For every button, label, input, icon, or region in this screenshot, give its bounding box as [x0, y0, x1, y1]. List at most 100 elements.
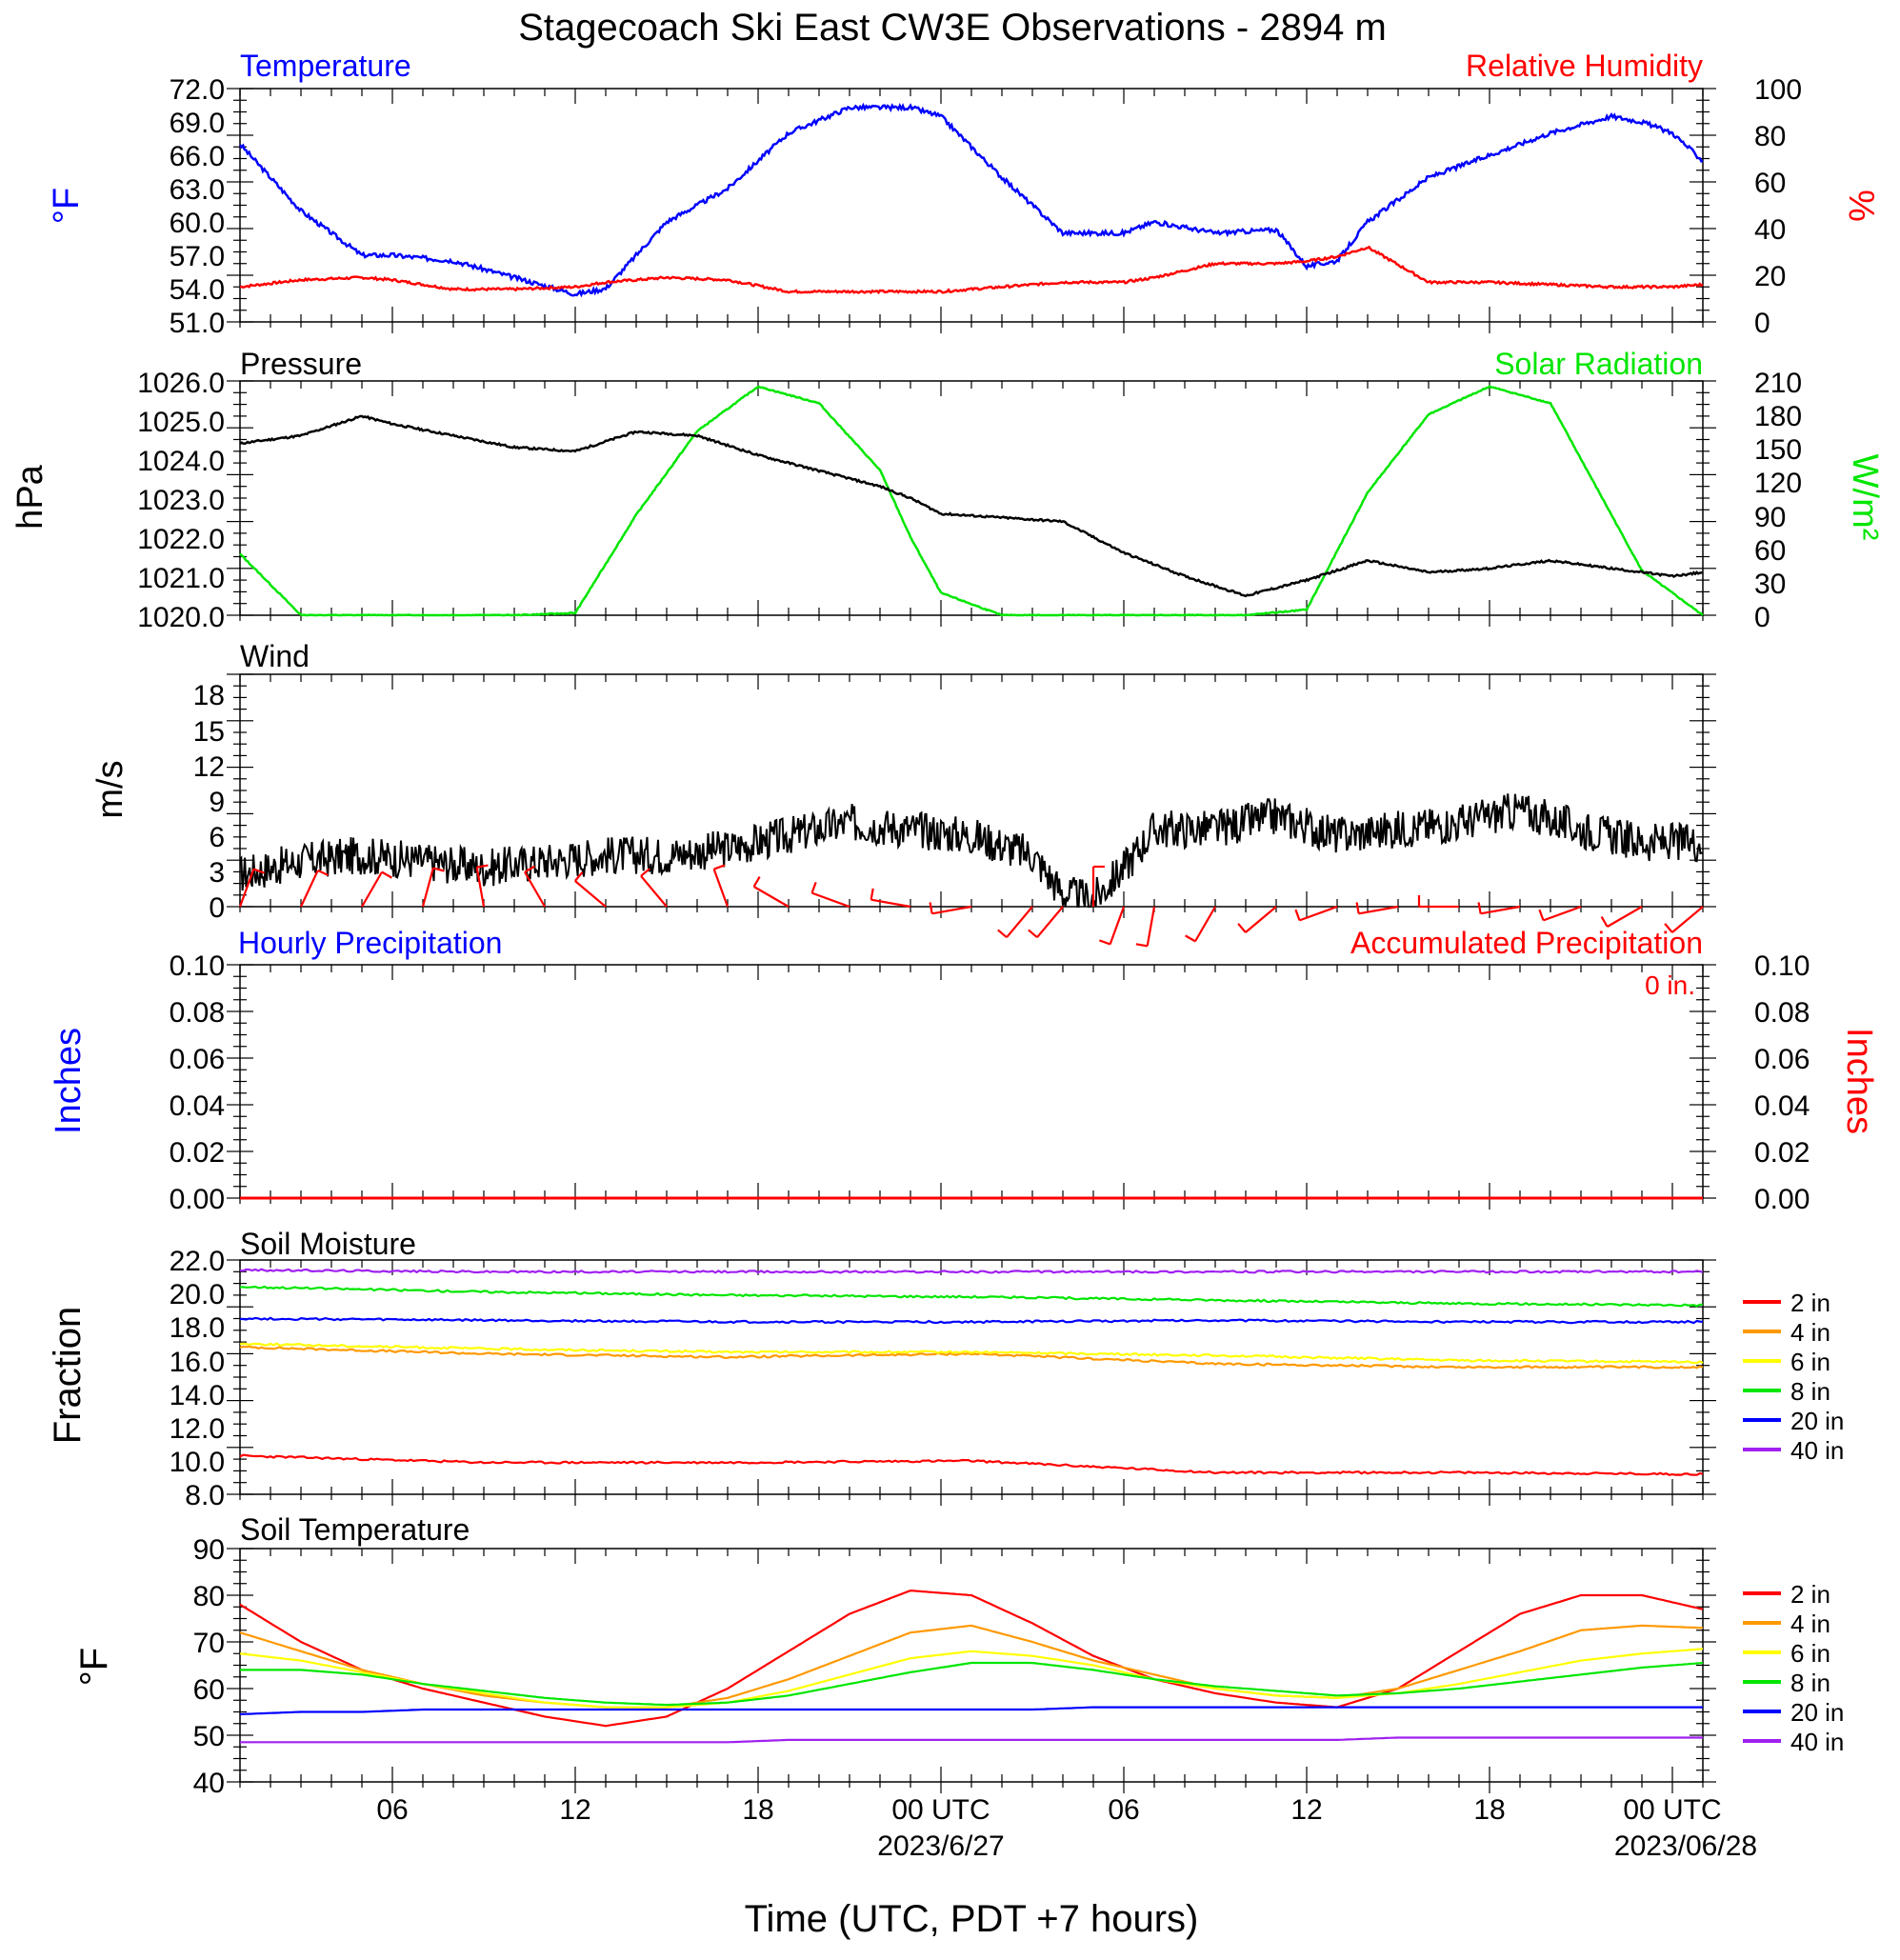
soil-temperature-line-5: [240, 1736, 1703, 1744]
accum-precip-unit: Inches: [1839, 1028, 1879, 1134]
pressure-title: Pressure: [240, 347, 362, 381]
y-tick-label: 100: [1754, 74, 1802, 106]
wind-barb: [1543, 905, 1582, 922]
soil-temperature-unit: °F: [73, 1648, 115, 1686]
wind-barb: [1299, 905, 1338, 922]
wind-barb: [475, 867, 486, 908]
y-tick-label: 90: [193, 1534, 225, 1566]
x-tick-label: 06: [376, 1794, 408, 1826]
y-tick-label: 51.0: [170, 308, 225, 339]
y-tick-label: 0.06: [170, 1044, 225, 1075]
solar-title: Solar Radiation: [1494, 347, 1703, 381]
y-tick-label: 1026.0: [137, 368, 225, 399]
date-label: 2023/6/27: [877, 1830, 1004, 1862]
soil-temperature-legend: 2 in 4 in 6 in 8 in 20 in 40 in: [1743, 1580, 1844, 1756]
wind-unit: m/s: [90, 760, 130, 818]
x-axis-label: Time (UTC, PDT +7 hours): [745, 1898, 1199, 1940]
x-tick-label: 18: [1473, 1794, 1505, 1826]
y-tick-label: 20.0: [170, 1279, 225, 1310]
date-label: 2023/06/28: [1614, 1830, 1757, 1862]
humidity-right-ticks: 100 80 60 40 20 0: [1754, 74, 1802, 339]
soil-temperature-series-lines: [239, 1589, 1704, 1744]
y-tick-label: 69.0: [170, 108, 225, 139]
wind-barb-flag: [929, 902, 933, 914]
y-tick-label: 9: [209, 787, 225, 818]
soil-temperature-title: Soil Temperature: [240, 1512, 470, 1547]
y-tick-label: 60: [193, 1674, 225, 1706]
x-tick-label: 06: [1108, 1794, 1139, 1826]
y-tick-label: 40: [1754, 214, 1786, 246]
y-tick-label: 63.0: [170, 174, 225, 206]
wind-barb: [1671, 906, 1704, 933]
wind-barb-flag: [1098, 939, 1111, 946]
y-tick-label: 1025.0: [137, 407, 225, 438]
y-tick-label: 70: [193, 1628, 225, 1659]
soil-moisture-line-0: [239, 1453, 1704, 1476]
wind-barb: [1006, 906, 1033, 938]
wind-barb-flag: [1237, 923, 1247, 933]
wind-barb-flag: [432, 867, 445, 872]
pressure-axis-ticks: [227, 380, 1716, 627]
soil-temperature-plot-frame: [239, 1548, 1704, 1783]
wind-barb-flag: [713, 864, 726, 870]
wind-barb-flag: [381, 870, 392, 879]
wind-barb-flag: [573, 871, 584, 882]
precip-left-ticks: 0.10 0.08 0.06 0.04 0.02 0.00: [170, 950, 225, 1215]
y-tick-label: 12.0: [170, 1413, 225, 1445]
y-tick-label: 150: [1754, 434, 1802, 466]
soil-moisture-title: Soil Moisture: [240, 1227, 416, 1261]
accum-precip-title: Accumulated Precipitation: [1350, 926, 1703, 960]
y-tick-label: 16.0: [170, 1347, 225, 1378]
wind-barb: [1358, 905, 1399, 915]
y-tick-label: 8.0: [185, 1480, 225, 1511]
humidity-unit: %: [1841, 190, 1881, 222]
solar-unit: W/m²: [1845, 454, 1885, 541]
y-tick-label: 66.0: [170, 141, 225, 172]
solar-series-line: [239, 385, 1704, 617]
wind-barb: [1146, 906, 1156, 947]
wind-barb: [1607, 906, 1643, 928]
pressure-plot-frame: [239, 380, 1704, 616]
humidity-title: Relative Humidity: [1466, 49, 1703, 83]
precip-total-label: 0 in.: [1645, 970, 1695, 1000]
y-tick-label: 20: [1754, 261, 1786, 292]
soil-moisture-legend: 2 in 4 in 6 in 8 in 20 in 40 in: [1743, 1289, 1844, 1465]
precip-right-ticks: 0.10 0.08 0.06 0.04 0.02 0.00: [1754, 950, 1810, 1215]
hourly-precip-title: Hourly Precipitation: [238, 926, 502, 960]
x-tick-label: 18: [742, 1794, 773, 1826]
y-tick-label: 1020.0: [137, 602, 225, 633]
wind-barb: [870, 898, 911, 909]
precip-plot-frame: [239, 964, 1704, 1199]
y-tick-label: 1022.0: [137, 524, 225, 555]
y-tick-label: 60.0: [170, 208, 225, 239]
y-tick-label: 40: [193, 1768, 225, 1799]
soil-moisture-line-1: [239, 1345, 1704, 1370]
wind-barb-flag: [1600, 916, 1609, 928]
soil-moisture-panel: Soil Moisture Fraction 22.0 20.0 18.0 16…: [47, 1227, 1844, 1511]
wind-title: Wind: [240, 639, 310, 673]
wind-left-ticks: 18 15 12 9 6 3 0: [193, 680, 225, 924]
wind-series-line: [239, 793, 1704, 908]
wind-barb-flag: [317, 869, 330, 877]
wind-barb: [361, 871, 383, 908]
pressure-panel: Pressure Solar Radiation hPa W/m² 1026.0…: [10, 347, 1885, 633]
legend-label: 8 in: [1790, 1377, 1830, 1406]
y-tick-label: 12: [193, 751, 225, 783]
soil-moisture-plot-frame: [239, 1259, 1704, 1495]
y-tick-label: 54.0: [170, 274, 225, 306]
y-tick-label: 1021.0: [137, 563, 225, 594]
y-tick-label: 1024.0: [137, 446, 225, 477]
wind-barb-flag: [1664, 923, 1673, 933]
y-tick-label: 0.10: [170, 950, 225, 982]
y-tick-label: 80: [193, 1581, 225, 1612]
soil-moisture-left-ticks: 22.0 20.0 18.0 16.0 14.0 12.0 10.0 8.0: [170, 1246, 225, 1511]
pressure-left-ticks: 1026.0 1025.0 1024.0 1023.0 1022.0 1021.…: [137, 368, 225, 633]
soil-temperature-line-0: [239, 1589, 1704, 1728]
wind-barb: [712, 869, 730, 908]
wind-barb: [1194, 906, 1216, 942]
y-tick-label: 0: [1754, 602, 1770, 633]
wind-barb-flag: [997, 929, 1008, 939]
soil-temperature-axis-ticks: [227, 1548, 1716, 1793]
x-tick-label: 12: [559, 1794, 590, 1826]
time-axis: 06 12 18 00 UTC 06 12 18 00 UTC 2023/6/2…: [376, 1794, 1757, 1940]
